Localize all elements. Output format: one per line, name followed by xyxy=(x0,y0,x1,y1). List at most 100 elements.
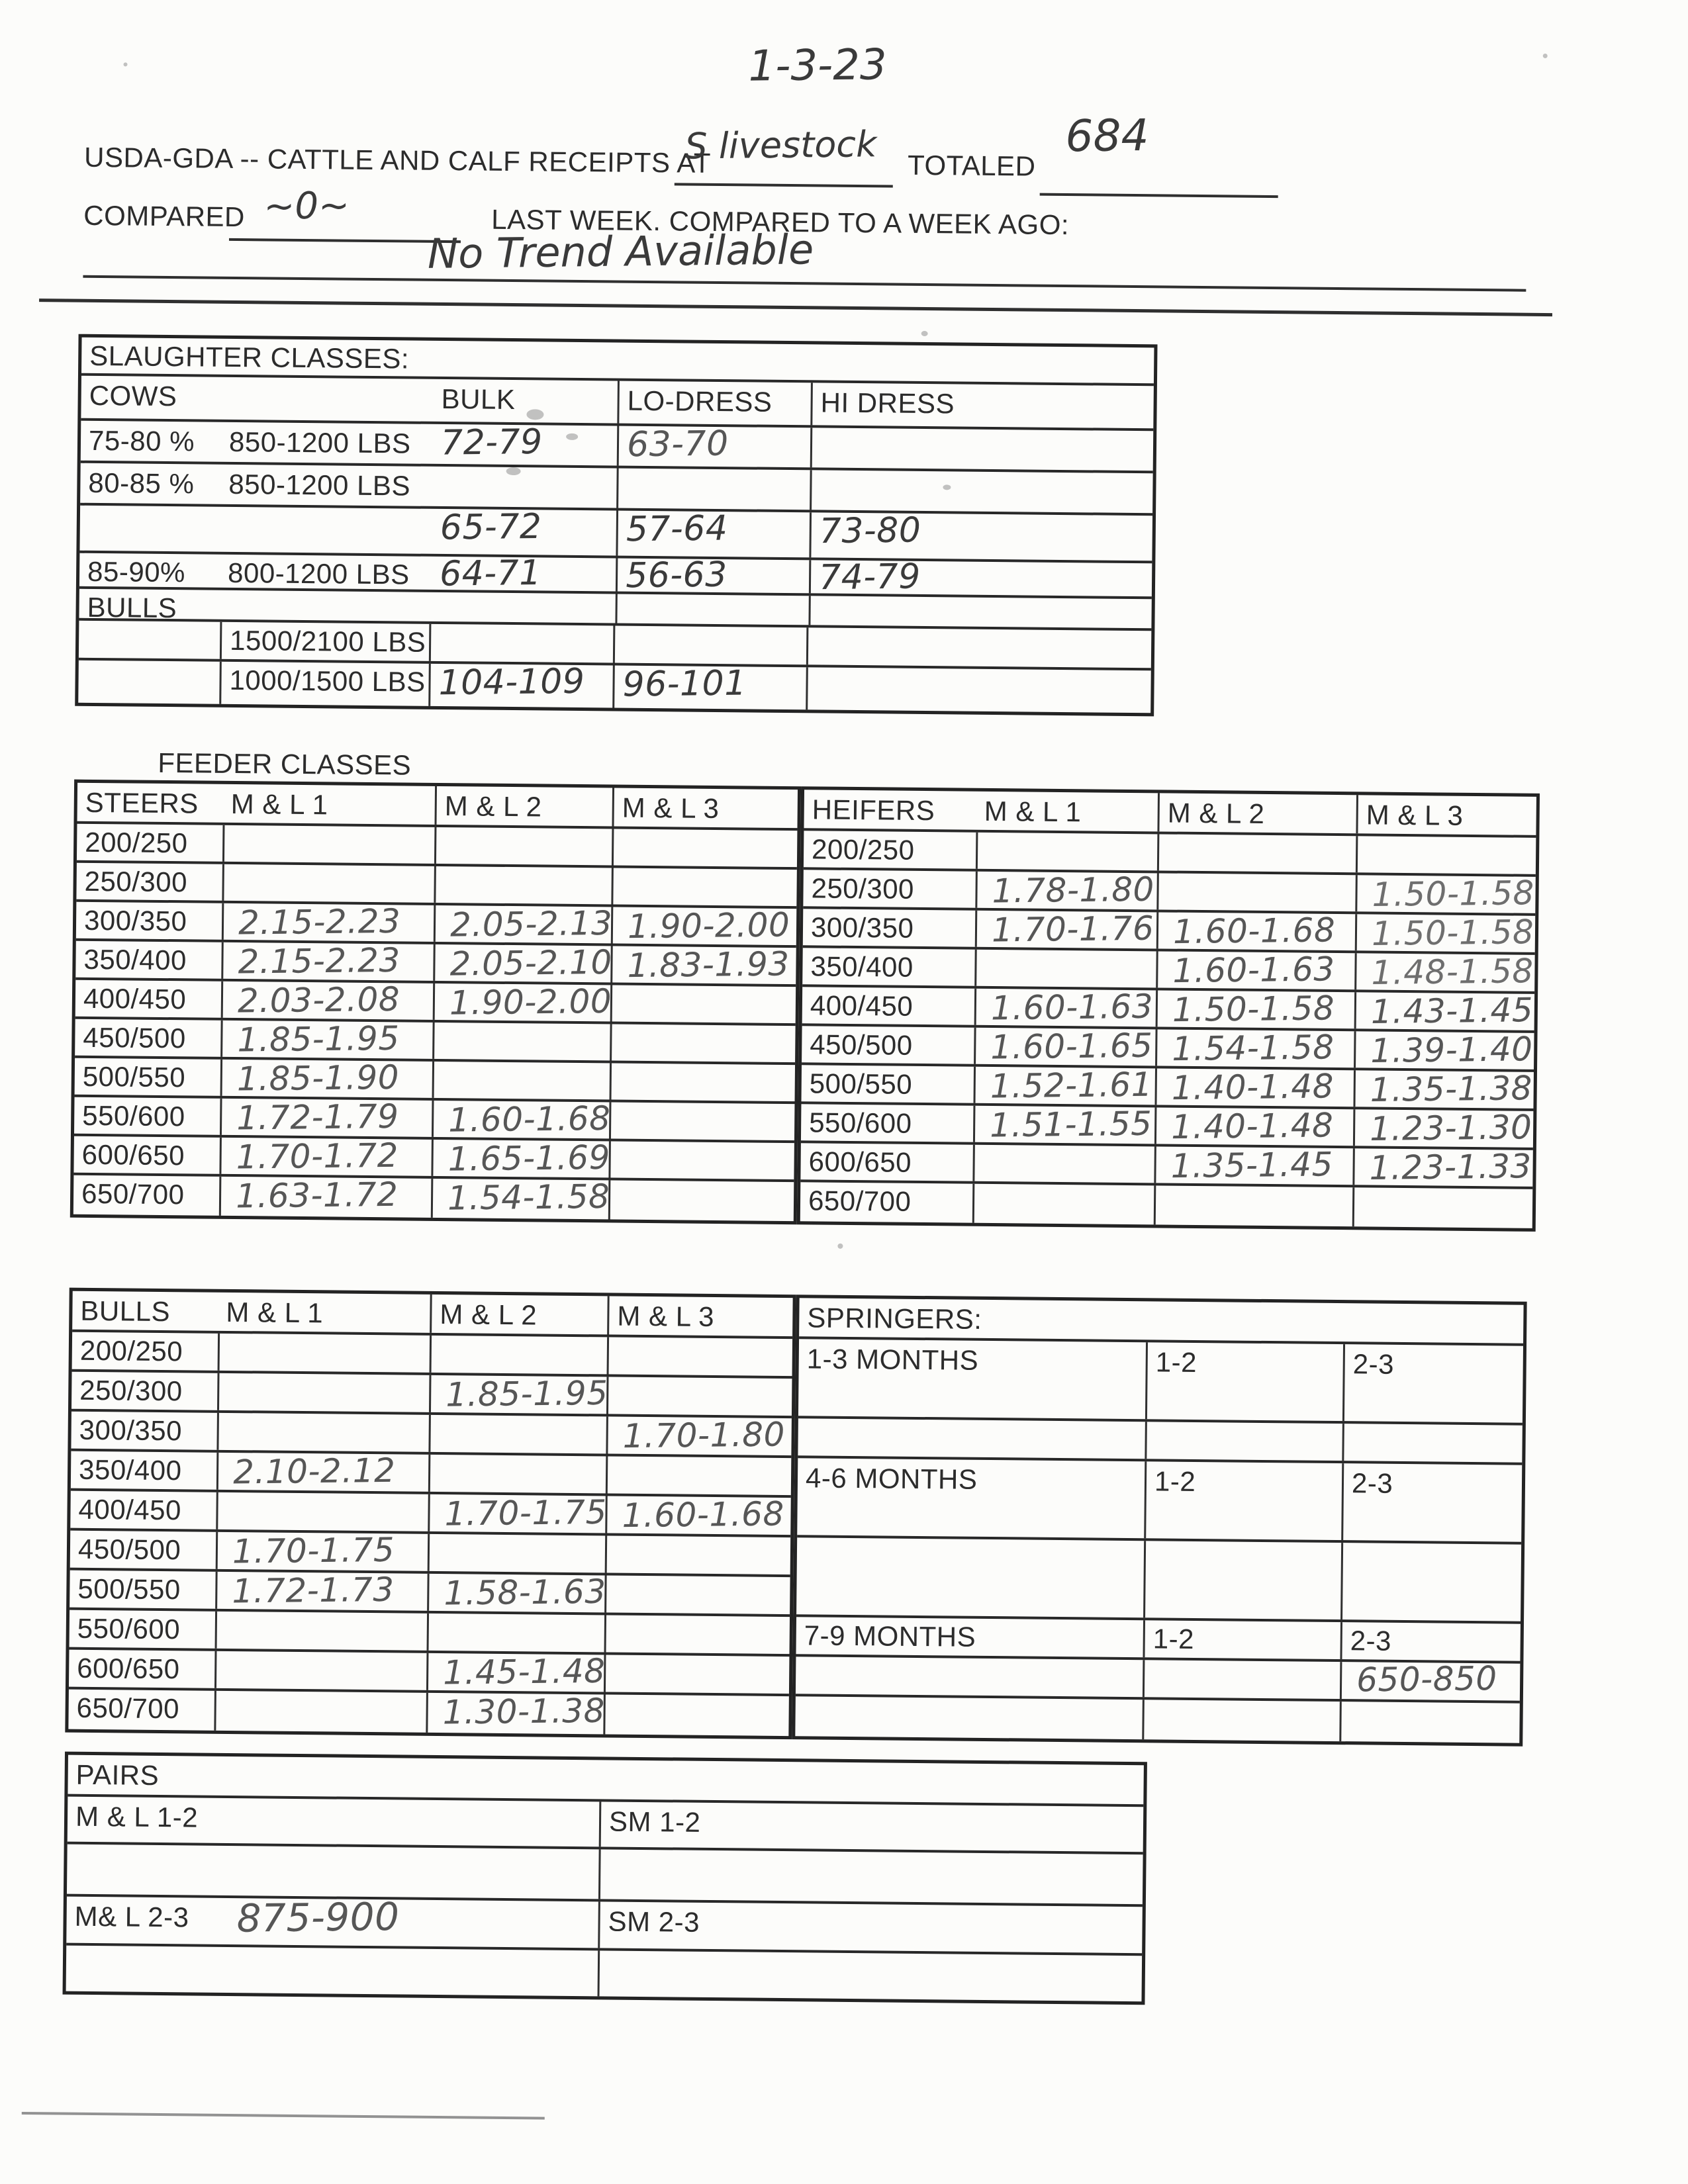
col-header-ml3: M & L 3 xyxy=(612,788,798,829)
handwritten-price: 1.85-1.90 xyxy=(236,1058,400,1099)
handwritten-price: 1.58-1.63 xyxy=(444,1572,606,1613)
cow-weight-label: 800-1200 LBS xyxy=(227,557,410,590)
handwritten-price: 1.40-1.48 xyxy=(1170,1106,1334,1147)
weight-label: 550/600 xyxy=(82,1099,185,1132)
springer-grade-1-2: 1-2 xyxy=(1143,1620,1340,1660)
ruled-line xyxy=(83,275,1526,292)
handwritten-price: 1.70-1.80 xyxy=(622,1415,786,1456)
col-header-ml2: M & L 2 xyxy=(430,1294,608,1335)
weight-label: 400/450 xyxy=(83,982,187,1015)
handwritten-price: 1.60-1.68 xyxy=(447,1099,611,1140)
weight-label: 250/300 xyxy=(811,872,915,905)
pairs-class-label: SM 1-2 xyxy=(598,1801,1144,1852)
bulls-section-label: BULLS xyxy=(87,591,177,624)
handwritten-price: 2.15-2.23 xyxy=(238,940,401,981)
weight-label: 400/450 xyxy=(78,1493,182,1526)
feeder-classes-title: FEEDER CLASSES xyxy=(158,747,412,781)
handwritten-price: 1.70-1.76 xyxy=(991,909,1154,950)
handwritten-price: 875-900 xyxy=(236,1893,400,1941)
weight-label: 250/300 xyxy=(79,1374,183,1407)
handwritten-price: 1.30-1.38 xyxy=(442,1691,606,1732)
weight-label: 450/500 xyxy=(77,1533,181,1566)
weight-label: 550/600 xyxy=(808,1107,912,1139)
pairs-class-label: M & L 1-2 xyxy=(75,1800,199,1833)
handwritten-trend: No Trend Available xyxy=(427,225,814,278)
totaled-label: TOTALED xyxy=(907,149,1036,182)
springer-cell xyxy=(1342,1424,1523,1463)
handwritten-price: 56-63 xyxy=(625,555,728,596)
springer-grade-2-3: 2-3 xyxy=(1342,1344,1524,1423)
slaughter-classes-table: SLAUGHTER CLASSES: COWS BULK LO-DRESS HI… xyxy=(75,334,1158,717)
handwritten-price: 1.43-1.45 xyxy=(1370,991,1534,1031)
handwritten-price: 104-109 xyxy=(438,661,585,704)
handwritten-price: 63-70 xyxy=(626,424,729,465)
column-header-bulk: BULK xyxy=(441,383,516,416)
springer-cell xyxy=(1143,1541,1342,1620)
scan-artifact-line xyxy=(21,2112,545,2120)
handwritten-price: 1.60-1.63 xyxy=(1172,950,1335,991)
weight-label: 300/350 xyxy=(810,911,914,944)
handwritten-price: 1.70-1.75 xyxy=(232,1530,395,1571)
handwritten-price: 1.90-2.00 xyxy=(449,981,612,1023)
steers-table: STEERS M & L 1 M & L 2 M & L 3 200/250 2… xyxy=(70,779,802,1225)
handwritten-price: 96-101 xyxy=(622,663,747,705)
handwritten-price: 650-850 xyxy=(1356,1659,1497,1700)
report-title: USDA-GDA -- CATTLE AND CALF RECEIPTS AT xyxy=(83,141,712,179)
scan-speck xyxy=(921,330,928,337)
feeder-bulls-table: BULLS M & L 1 M & L 2 M & L 3 200/250 25… xyxy=(65,1287,796,1740)
springer-cell xyxy=(1142,1660,1340,1700)
scan-speck xyxy=(566,433,579,440)
pairs-class-label: M& L 2-3 xyxy=(74,1900,189,1933)
col-header-ml1: M & L 1 xyxy=(984,795,1082,828)
handwritten-price: 74-79 xyxy=(818,557,921,598)
springers-title: SPRINGERS: xyxy=(807,1302,982,1335)
handwritten-price: 2.03-2.08 xyxy=(237,979,400,1021)
handwritten-total: 684 xyxy=(1065,109,1149,162)
cow-grade-label: 85-90% xyxy=(87,555,186,588)
heifers-table: HEIFERS M & L 1 M & L 2 M & L 3 200/250 … xyxy=(796,786,1540,1232)
cow-weight-label: 850-1200 LBS xyxy=(228,426,411,459)
col-header-ml2: M & L 2 xyxy=(1157,793,1356,834)
handwritten-price: 1.48-1.58 xyxy=(1371,952,1534,992)
springer-age-label: 7-9 MONTHS xyxy=(804,1619,976,1653)
scan-speck xyxy=(526,409,544,420)
cow-grade-label: 80-85 % xyxy=(88,467,195,500)
handwritten-price: 1.50-1.58 xyxy=(1371,913,1534,953)
ruled-line xyxy=(228,238,461,244)
col-header-ml1: M & L 1 xyxy=(230,788,328,821)
handwritten-price: 1.23-1.33 xyxy=(1369,1147,1532,1187)
springer-cell xyxy=(1339,1702,1520,1743)
handwritten-price: 1.51-1.55 xyxy=(989,1104,1152,1145)
handwritten-price: 1.72-1.73 xyxy=(232,1570,395,1611)
ruled-line xyxy=(1039,193,1278,199)
col-header-ml1: M & L 1 xyxy=(226,1296,324,1329)
cow-weight-label: 850-1200 LBS xyxy=(228,468,411,502)
pairs-class-label: SM 2-3 xyxy=(598,1901,1143,1954)
pairs-title: PAIRS xyxy=(75,1758,160,1791)
handwritten-price: 1.60-1.68 xyxy=(622,1494,785,1535)
handwritten-price: 73-80 xyxy=(819,510,921,552)
weight-label: 200/250 xyxy=(84,826,188,859)
handwritten-price: 2.05-2.13 xyxy=(449,903,613,944)
weight-label: 350/400 xyxy=(83,943,187,976)
weight-label: 600/650 xyxy=(77,1652,180,1685)
weight-label: 200/250 xyxy=(811,833,915,866)
cow-grade-label: 75-80 % xyxy=(88,424,195,457)
weight-label: 200/250 xyxy=(79,1334,183,1367)
springer-age-label xyxy=(798,1418,1145,1459)
handwritten-price: 64-71 xyxy=(439,553,542,594)
handwritten-price: 1.39-1.40 xyxy=(1370,1030,1533,1070)
handwritten-price: 65-72 xyxy=(440,506,542,548)
handwritten-price: 72-79 xyxy=(440,422,543,463)
handwritten-price: 1.85-1.95 xyxy=(237,1019,400,1060)
weight-label: 250/300 xyxy=(84,865,188,898)
handwritten-price: 1.50-1.58 xyxy=(1172,989,1335,1030)
weight-label: 650/700 xyxy=(81,1177,185,1210)
handwritten-price: 1.60-1.63 xyxy=(990,987,1154,1028)
col-header-ml3: M & L 3 xyxy=(607,1296,793,1337)
bulls-label: BULLS xyxy=(80,1295,171,1328)
handwritten-price: 1.70-1.72 xyxy=(236,1136,399,1177)
springer-grade-1-2: 1-2 xyxy=(1144,1461,1342,1541)
